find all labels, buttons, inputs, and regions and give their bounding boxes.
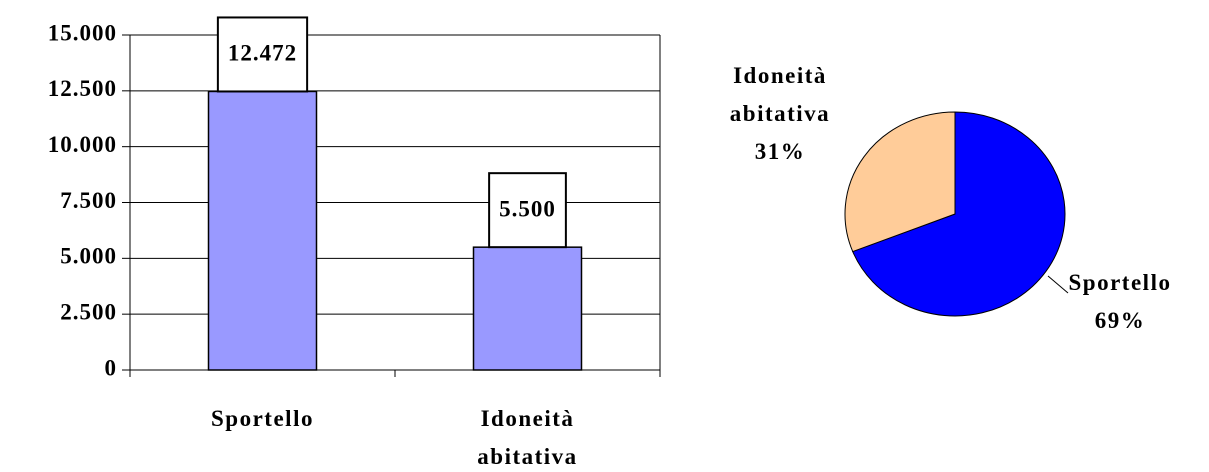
value-label: 5.500 <box>499 196 556 221</box>
y-tick-label: 2.500 <box>60 299 117 324</box>
y-tick-label: 0 <box>105 355 118 380</box>
y-tick-label: 5.000 <box>60 244 117 269</box>
value-label-box <box>216 16 309 93</box>
y-tick-label: 10.000 <box>48 132 117 157</box>
y-tick-label: 15.000 <box>48 20 117 45</box>
x-tick-label: Sportello <box>211 406 314 431</box>
pie-label: Sportello 69% <box>1040 264 1200 340</box>
pie-category: Sportello <box>1068 270 1172 295</box>
pie-slice <box>852 111 1066 317</box>
y-tick-label: 7.500 <box>60 188 117 213</box>
value-label-box <box>488 172 567 249</box>
bar <box>472 246 583 371</box>
x-tick-label: Idoneità abitativa <box>477 406 578 469</box>
pie-value-label: 31% <box>754 139 806 164</box>
pie-label: Idoneità abitativa 31% <box>700 57 860 171</box>
value-label: 12.472 <box>228 41 297 66</box>
pie-slice <box>844 111 956 253</box>
pie-category: Idoneità abitativa <box>729 63 831 126</box>
y-tick-label: 12.500 <box>48 76 117 101</box>
pie-value-label: 69% <box>1094 308 1146 333</box>
bar <box>207 90 318 371</box>
leader-line <box>1047 275 1069 294</box>
